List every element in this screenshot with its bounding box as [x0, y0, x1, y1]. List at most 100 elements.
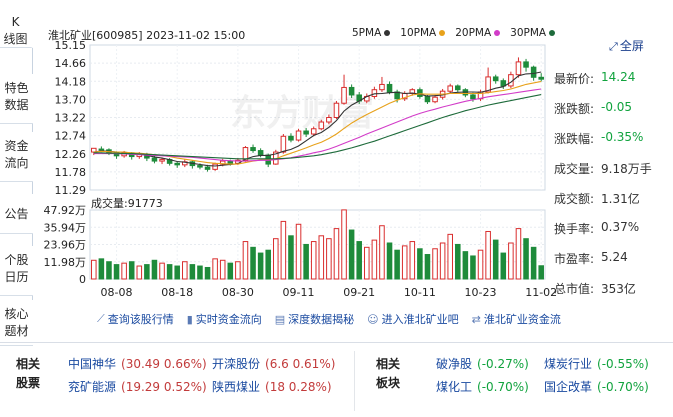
related-item-name[interactable]: 中国神华 [68, 357, 117, 371]
related-item[interactable]: 破净股 (-0.27%) [436, 355, 529, 372]
legend-item: 10PMA [400, 27, 446, 39]
candle-body [227, 160, 234, 164]
candle-body [295, 130, 302, 141]
candle-body [538, 76, 544, 80]
related-item-name[interactable]: 兖矿能源 [68, 380, 117, 394]
volume-bar [515, 228, 522, 280]
volume-bar [303, 243, 309, 280]
x-tick-label: 08-08 [101, 286, 133, 299]
volume-bar [424, 254, 431, 280]
candle-body [242, 147, 249, 161]
volume-tick-label: 11.98万 [44, 256, 87, 269]
related-item-value: (-0.55%) [597, 357, 649, 371]
volume-bar [356, 241, 362, 280]
related-item[interactable]: 兖矿能源 (19.29 0.52%) [68, 378, 207, 395]
quote-row: 涨跌幅: -0.35% [554, 130, 672, 147]
related-item-name[interactable]: 破净股 [436, 357, 473, 371]
tool-link[interactable]: ☺ 进入淮北矿业吧 [367, 311, 458, 327]
stock-title: 淮北矿业[600985] [48, 29, 143, 42]
chart-datetime: 2023-11-02 15:00 [146, 29, 246, 42]
chart-header: 淮北矿业[600985] 2023-11-02 15:00 [48, 27, 245, 43]
related-item-name[interactable]: 煤炭行业 [544, 357, 593, 371]
related-item[interactable]: 中国神华 (30.49 0.66%) [68, 355, 207, 372]
volume-bar [128, 261, 135, 280]
volume-tick-label: 35.94万 [44, 221, 87, 234]
volume-bar [227, 262, 234, 280]
tool-link[interactable]: ▮ 实时资金流向 [187, 311, 262, 327]
ma-lines-layer [93, 71, 542, 167]
left-tab-3[interactable]: 公告 [0, 194, 33, 234]
candle-body [470, 94, 476, 100]
volume-bar [409, 241, 416, 280]
quote-value: 5.24 [601, 250, 628, 264]
kline-chart[interactable]: 东方财富 15.15 14.66 14.18 13.70 13.22 12.74 12.26… [0, 0, 673, 310]
volume-bar [455, 243, 461, 280]
related-item-name[interactable]: 国企改革 [544, 380, 593, 394]
related-item[interactable]: 国企改革 (-0.70%) [544, 378, 649, 395]
candle [447, 83, 453, 94]
left-tab-2[interactable]: 资金 流向 [0, 132, 33, 182]
chart-grid [89, 44, 546, 280]
candle [333, 100, 340, 120]
tool-link-label: 实时资金流向 [195, 313, 262, 326]
candle [189, 160, 196, 169]
watermark-text: 东方财富 [230, 92, 374, 134]
related-item-name[interactable]: 开滦股份 [212, 357, 261, 371]
volume-bar [288, 235, 294, 280]
candle [273, 149, 279, 165]
tool-link[interactable]: ⇄ 淮北矿业资金流 [472, 311, 561, 327]
quote-value: -0.05 [601, 100, 633, 114]
left-tab-5[interactable]: 核心 题材 [0, 300, 33, 346]
volume-bar [136, 265, 143, 280]
fullscreen-button[interactable]: ⤢ 全屏 [609, 37, 644, 54]
left-tab-1[interactable]: 特色 数据 [0, 74, 33, 124]
related-sectors-label: 相关 板块 [375, 357, 400, 390]
volume-bar [470, 255, 476, 280]
volume-bar [530, 246, 537, 280]
candle-body [530, 66, 537, 78]
volume-bar [417, 248, 423, 280]
flow-icon: ⇄ [471, 312, 481, 326]
tool-link[interactable]: ⟋ 查询该股行情 [97, 311, 174, 327]
volume-bars-layer [91, 209, 544, 280]
legend-item: 30PMA [510, 27, 556, 39]
related-item-value: (-0.70%) [597, 380, 649, 394]
quote-value: 14.24 [601, 70, 636, 84]
related-item-name[interactable]: 陕西煤业 [212, 380, 261, 394]
candle-body [280, 135, 287, 153]
candle [250, 144, 256, 153]
related-item-value: (-0.27%) [477, 357, 529, 371]
related-item[interactable]: 开滦股份 (6.6 0.61%) [212, 355, 335, 372]
related-item[interactable]: 煤炭行业 (-0.55%) [544, 355, 649, 372]
left-tab-0[interactable]: K 线图 [0, 8, 33, 48]
price-tick-label: 12.26 [55, 148, 87, 161]
related-item[interactable]: 陕西煤业 (18 0.28%) [212, 378, 332, 395]
quote-row: 总市值: 353亿 [554, 280, 672, 297]
candle-body [174, 162, 180, 166]
volume-bar [235, 261, 241, 280]
volume-bar [257, 252, 264, 280]
candle [303, 128, 309, 138]
x-tick-label: 08-18 [161, 286, 193, 299]
related-item-name[interactable]: 煤化工 [436, 380, 473, 394]
ma-line-30pma [93, 94, 542, 160]
legend-item: 5PMA [352, 27, 391, 39]
expand-icon: ⤢ [609, 40, 618, 53]
tool-link[interactable]: ▤ 深度数据揭秘 [275, 311, 354, 327]
candle [310, 126, 317, 137]
price-tick-label: 12.74 [55, 130, 87, 143]
volume-bar [189, 264, 196, 280]
volume-bar [523, 238, 529, 280]
volume-bar [91, 259, 97, 280]
related-item[interactable]: 煤化工 (-0.70%) [436, 378, 529, 395]
volume-bar [121, 262, 127, 280]
related-stocks-label: 相关 股票 [15, 357, 40, 390]
candle-body [310, 128, 317, 135]
quote-value: 353亿 [601, 282, 636, 296]
volume-bar [326, 238, 332, 280]
left-tab-4[interactable]: 个股 日历 [0, 246, 33, 296]
legend-dot-icon [439, 30, 446, 36]
candle-body [333, 102, 340, 118]
candle [432, 94, 438, 104]
candle-body [432, 96, 438, 103]
